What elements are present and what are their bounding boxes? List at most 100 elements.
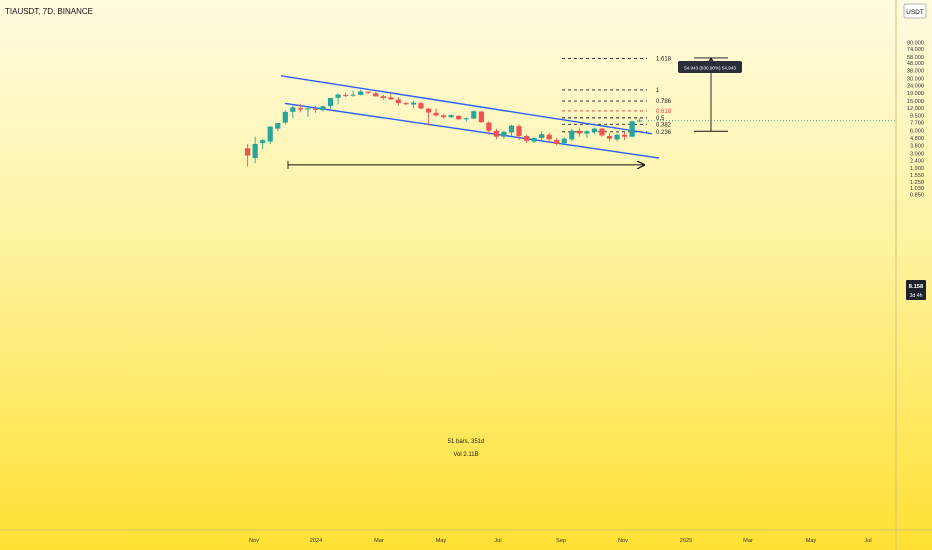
candle [320,105,326,112]
candle-body [606,136,613,139]
time-axis[interactable]: Nov 2024 Mar May Jul Sep Nov 2025 Mar May Jul [249,538,872,544]
candle [471,110,477,119]
candle-body [591,128,598,132]
candle [312,106,319,113]
fib-level-label: 0.382 [656,122,672,128]
current-price: 8.158 [909,284,924,290]
candle [486,121,492,135]
channel-upper-line[interactable] [280,75,653,135]
price-tick-label: 58.000 [907,55,924,61]
candle [478,110,484,124]
candle-body [433,112,439,116]
price-tick-label: 38.000 [907,69,924,75]
candle-body [546,134,552,140]
price-tick-label: 48.000 [907,61,924,67]
candle [569,128,575,141]
candle-body [441,115,447,118]
candle-body [554,140,560,144]
candle [591,127,598,135]
price-tick-label: 1.250 [910,180,924,186]
candle-body [569,130,575,140]
fib-level-label: 0.236 [656,130,672,136]
candle [305,107,311,117]
candle-body [327,97,334,107]
candle-body [418,103,424,109]
candle-body [275,123,281,129]
fib-level-label: 0.5 [656,116,665,122]
candle-body [305,108,311,110]
candle [493,128,500,140]
candle [403,101,409,106]
candle [561,137,567,145]
candle [433,108,439,117]
channel-lower-line[interactable] [284,102,660,159]
candle [425,108,432,126]
candle [395,97,401,106]
candle-body [584,131,590,134]
candle-body [622,134,628,137]
candle [350,90,356,97]
candle-body [388,97,394,100]
drawing-tools[interactable] [287,57,896,169]
candle-body [471,111,477,119]
price-tick-label: 74.000 [907,47,924,53]
candle [584,130,590,138]
current-price-tag: 8.158 3d 4h [906,280,926,300]
price-tick-label: 7.700 [910,121,924,127]
candle-body [493,130,500,137]
price-tick-label: 90.000 [907,41,924,47]
candle [282,110,288,125]
date-range-bars: 51 bars, 351d [448,439,485,445]
time-tick-label: Jul [864,538,871,544]
candle [622,132,628,141]
candle-body [365,91,371,93]
price-tick-label: 3.000 [910,151,924,157]
time-tick-label: 2024 [310,538,322,544]
candle-body [576,130,582,134]
candle [358,89,364,96]
fib-level-label: 1 [656,88,660,94]
candle [297,103,303,113]
candle [456,115,462,120]
time-tick-label: Nov [618,538,628,544]
candle-body [335,94,341,98]
candle-body [297,108,303,110]
candle [245,143,251,167]
fib-level-label: 0.618 [656,109,672,115]
candle-body [486,122,492,131]
price-tick-label: 1.030 [910,186,924,192]
candle-body [395,99,401,104]
descending-channel[interactable] [280,75,660,159]
candle-body [350,94,356,96]
candle [335,93,341,105]
candle [252,136,258,164]
price-tick-label: 1.900 [910,166,924,172]
candle-body [425,108,432,113]
candle-body [290,107,296,112]
symbol-title: TIAUSDT, 7D, BINANCE [5,7,93,16]
fib-level-label: 1.618 [656,57,672,63]
candle-body [614,134,620,140]
candle [373,91,379,97]
candle-body [312,108,319,110]
candle [629,120,635,138]
time-tick-label: May [436,538,447,544]
candle [539,131,545,141]
candle-body [252,143,258,158]
candle [606,132,613,142]
price-range-text: 54.943 (930.90%) 54,943 [684,66,736,71]
candle-body [531,137,537,142]
candle [501,130,507,139]
candle [327,97,334,109]
candle-body [358,91,364,95]
candle-body [508,125,515,133]
candle-body [478,111,484,123]
currency-button[interactable]: USDT [903,3,927,19]
candle-body [403,103,409,105]
candle-body [343,95,349,97]
candle-body [516,126,522,137]
